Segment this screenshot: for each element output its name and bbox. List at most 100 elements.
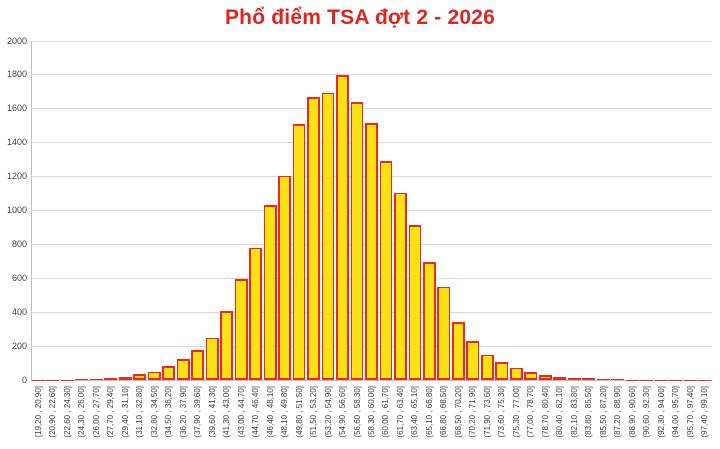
y-axis-tick-label: 400 [11,306,27,317]
y-axis-line [31,41,32,380]
bar [278,175,291,380]
bar-fill [323,94,333,379]
bar [365,123,378,380]
x-axis-tick-label: (92,30 , 94,00] [656,386,666,438]
x-axis-tick-label: (68,50 , 70,20] [453,386,463,438]
x-axis-tick-label: (82,10 , 83,80] [569,386,579,438]
bar [379,161,393,380]
bar-fill [410,226,420,379]
x-axis-line [31,379,712,381]
bar-fill [453,324,464,379]
bar [437,286,451,380]
y-axis-tick-label: 1000 [6,205,27,215]
y-axis-tick-label: 1800 [6,69,27,80]
bar [292,124,306,380]
bar [234,279,248,380]
x-axis-tick-label: (90,60 , 92,30] [642,386,652,438]
bar [104,377,118,380]
x-axis-tick-label: (39,60 , 41,30] [207,386,217,438]
bar [220,311,234,380]
y-axis-tick-label: 200 [11,340,27,351]
chart-title: Phổ điểm TSA đợt 2 - 2026 [224,6,496,29]
x-axis-tick-label: (85,50 , 87,20] [598,386,608,438]
bar [249,247,263,380]
bar [466,341,480,380]
y-axis-tick-label: 600 [11,272,27,283]
bar [553,376,567,380]
x-axis-tick-label: (66,80 , 68,50] [439,386,449,438]
bar [205,337,219,380]
bar [263,205,277,380]
x-axis-tick-label: (53,20 , 54,90] [323,386,333,438]
x-axis-tick-label: (48,10 , 49,80] [280,386,290,438]
bar [321,92,335,380]
bar [524,372,538,380]
bar-fill [221,313,232,379]
bar-fill [482,356,493,379]
x-axis-tick-label: (49,80 , 51,50] [294,386,304,438]
bar-fill [497,363,507,379]
bar [480,354,494,380]
x-axis-tick-label: (65,10 , 66,80] [424,386,434,438]
bar [118,376,132,380]
bar [394,192,407,380]
bar [423,262,436,380]
x-axis-tick-label: (97,40 , 99,10] [700,386,710,438]
y-axis-tick-label: 2000 [6,35,27,46]
x-axis-tick-label: (58,30 , 60,00] [367,386,376,438]
bar-fill [526,374,536,379]
bar-fill [540,376,551,379]
y-axis-tick-label: 800 [11,238,27,249]
bar [147,371,161,380]
x-axis-tick-label: (32,80 , 34,50] [149,386,159,438]
bar [408,224,422,380]
x-axis-tick-label: (88,90 , 90,60] [627,386,637,438]
x-axis-tick-label: (43,00 , 44,70] [236,386,246,438]
x-axis-tick-label: (20,90 , 22,60] [48,386,58,438]
bar [89,378,103,380]
bar-fill [163,368,174,379]
x-axis-tick-label: (54,90 , 56,60] [338,386,348,438]
bar-fill [381,163,391,379]
x-axis-tick-label: (56,60 , 58,30] [352,386,362,438]
bar [582,378,596,380]
bar [567,377,581,380]
bar [176,359,190,380]
bar-fill [439,288,449,379]
bar [495,362,509,380]
x-axis-tick-label: (80,40 , 82,10] [555,386,565,438]
bar-fill [366,124,377,379]
x-axis-tick-label: (26,00 , 27,70] [91,386,101,438]
bar-fill [308,98,319,379]
x-axis-tick-label: (37,90 , 39,60] [193,386,203,438]
x-axis-tick-label: (78,70 , 80,40] [540,386,550,438]
bar [625,379,639,380]
x-axis-tick-label: (94,00 , 95,70] [671,386,681,438]
gridline [31,108,712,110]
x-axis-tick-label: (24,30 , 26,00] [77,386,87,438]
x-axis-tick-label: (77,00 , 78,70] [526,386,536,438]
bar [162,366,176,380]
bar [538,374,552,380]
bar-fill [265,207,275,379]
x-axis-tick-label: (36,20 , 37,90] [178,386,188,438]
bar [307,96,320,380]
x-axis-tick-label: (70,20 , 71,90] [468,386,478,438]
bar [191,349,205,380]
bar-fill [279,177,290,379]
plot-area: 0 200 400 600 800 1000 1200 1400 1600 1800 2000 [19… [7,36,712,438]
bar-fill [468,342,478,379]
bar [451,322,465,380]
bar [596,378,610,380]
bar [509,367,523,380]
x-axis-tick-label: (71,90 , 73,60] [482,386,492,438]
x-axis-tick-label: (31,10 , 32,80] [135,386,145,438]
bar-fill [352,103,362,379]
bar-fill [207,339,217,379]
bar [350,102,364,380]
x-axis-tick-label: (95,70 , 97,40] [685,386,695,438]
gridline [31,74,712,76]
bar-fill [337,76,348,379]
y-axis-tick-label: 1600 [6,103,27,114]
bar-fill [294,125,304,379]
